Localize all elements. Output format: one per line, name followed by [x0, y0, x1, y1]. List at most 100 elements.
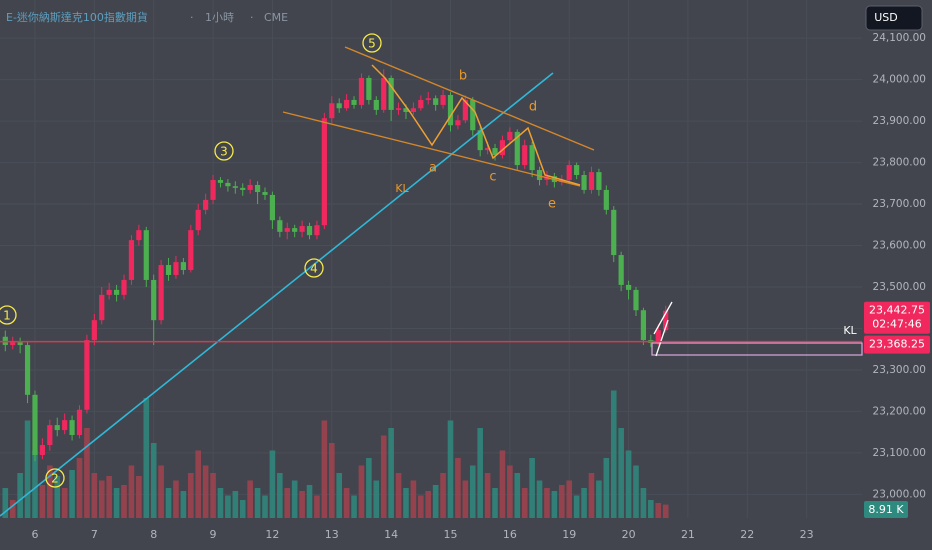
volume-bar: [17, 473, 23, 518]
candle-body: [492, 148, 498, 156]
candle-body: [321, 118, 327, 226]
volume-bar: [150, 443, 157, 518]
x-tick-label: 23: [800, 528, 814, 541]
volume-bar: [388, 428, 394, 518]
volume-bar: [432, 485, 439, 518]
volume-bar: [380, 435, 387, 518]
channel-line: [655, 319, 669, 357]
candle-body: [165, 265, 172, 275]
volume-bar: [188, 473, 194, 518]
level-price-box: [864, 335, 930, 354]
volume-bar: [395, 473, 402, 518]
candle-body: [418, 99, 424, 109]
volume-bar: [603, 458, 610, 518]
wave-circle: [304, 258, 324, 278]
candle-body: [344, 99, 350, 109]
interval: 1小時: [205, 11, 234, 24]
wave-circle: [362, 33, 382, 53]
y-tick-label: 23,700.00: [873, 198, 926, 210]
volume-bar: [596, 480, 602, 518]
candle-body: [566, 165, 572, 180]
candle-body: [217, 179, 224, 183]
volume-bar: [336, 473, 342, 518]
currency-button[interactable]: [865, 5, 923, 31]
candle-body: [625, 284, 632, 290]
volume-bar: [521, 488, 528, 518]
x-tick-label: 16: [503, 528, 517, 541]
x-tick-label: 21: [681, 528, 695, 541]
volume-bar: [39, 485, 46, 518]
volume-bar: [418, 495, 424, 518]
volume-bar: [440, 473, 446, 518]
x-tick-label: 8: [150, 528, 157, 541]
candle-body: [329, 103, 335, 119]
y-tick-label: 24,100.00: [873, 32, 926, 44]
candle-body: [529, 145, 535, 171]
candle-body: [254, 184, 261, 193]
wave-label: 4: [310, 262, 318, 276]
candle-body: [76, 409, 83, 436]
volume-bar: [529, 458, 535, 518]
volume-bar: [91, 473, 98, 518]
candle-body: [403, 108, 409, 112]
volume-bar: [618, 428, 624, 518]
candle-body: [336, 103, 342, 109]
candle-body: [136, 230, 142, 241]
volume-bar: [24, 420, 31, 518]
volume-bar: [351, 495, 357, 518]
subwave-label: d: [529, 100, 537, 115]
candle-body: [128, 240, 135, 280]
volume-bar: [469, 465, 476, 518]
y-tick-label: 23,200.00: [873, 405, 926, 417]
currency-label[interactable]: USD: [874, 11, 898, 24]
kl-box: [651, 342, 863, 356]
volume-bar: [143, 398, 150, 518]
candle-body: [151, 279, 157, 321]
volume-bar: [343, 488, 350, 518]
candle-body: [522, 145, 528, 166]
wave-label: 5: [368, 37, 376, 51]
candle-body: [262, 192, 268, 195]
volume-bar: [455, 458, 461, 518]
candle-body: [477, 130, 483, 151]
candle-body: [536, 170, 543, 180]
x-tick-label: 12: [265, 528, 279, 541]
wedge-upper: [344, 46, 595, 151]
candle-body: [203, 199, 209, 210]
volume-bar: [98, 480, 105, 518]
candle-body: [188, 230, 194, 270]
volume-bar: [76, 458, 83, 518]
candle-body: [299, 226, 305, 232]
candle-body: [195, 209, 201, 231]
candle-body: [485, 148, 491, 151]
volume-bar: [314, 495, 320, 518]
y-tick-label: 23,800.00: [873, 157, 926, 169]
candle-body: [366, 77, 372, 100]
trend-line: [0, 72, 554, 517]
volume-bar: [106, 476, 112, 518]
volume-bar: [328, 443, 335, 518]
volume-bar: [254, 488, 261, 518]
candle-body: [47, 425, 53, 446]
volume-bar: [366, 458, 372, 518]
candle-body: [180, 262, 186, 270]
wave-circle: [45, 468, 65, 488]
candle-layer: [2, 69, 669, 462]
volume-bar: [410, 480, 417, 518]
volume-bar: [559, 485, 565, 518]
candle-body: [99, 294, 105, 321]
x-tick-label: 20: [622, 528, 636, 541]
y-tick-label: 23,900.00: [873, 115, 926, 127]
candle-body: [351, 99, 357, 105]
volume-bar: [291, 480, 298, 518]
volume-bar: [158, 465, 164, 518]
candle-body: [84, 340, 90, 410]
volume-bar: [136, 476, 142, 518]
exchange: CME: [264, 11, 288, 24]
volume-bar: [165, 488, 172, 518]
candle-body: [425, 98, 431, 100]
y-tick-label: 23,600.00: [873, 240, 926, 252]
volume-bar: [269, 450, 276, 518]
subwave-label: a: [429, 161, 437, 176]
volume-bar: [403, 488, 409, 518]
